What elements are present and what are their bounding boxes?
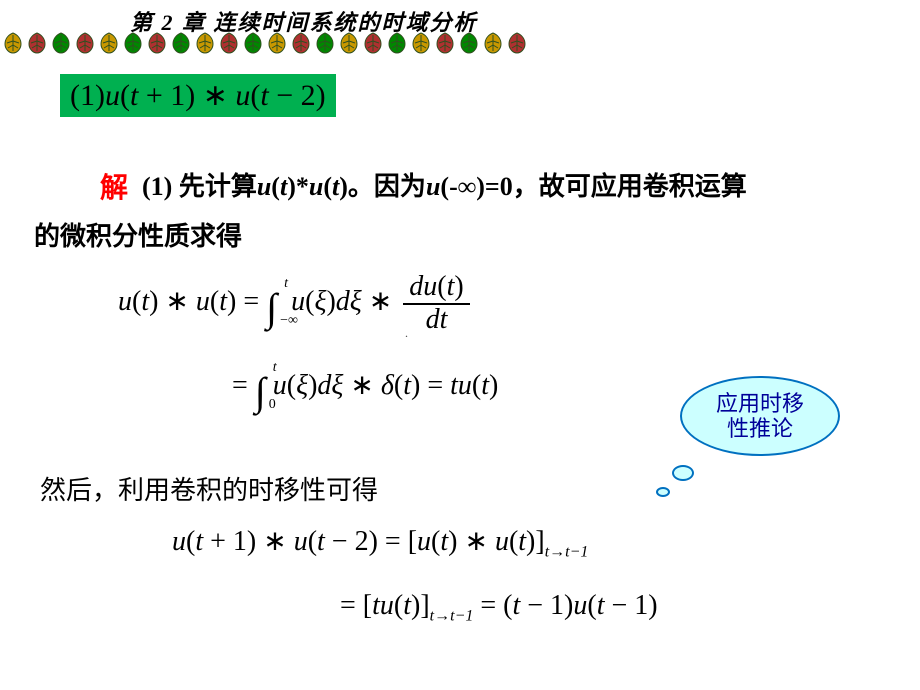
solution-text-line2: 的微积分性质求得 <box>34 216 242 253</box>
text-prefix: (1) 先计算 <box>142 172 257 201</box>
leaf-icon <box>264 31 290 55</box>
leaf-icon <box>312 31 338 55</box>
fraction: du(t) dt <box>403 272 469 336</box>
integral-upper: t <box>284 276 288 292</box>
solution-label: 解 <box>100 166 128 206</box>
bubble-text-line1: 应用时移 <box>716 391 804 416</box>
leaf-icon <box>360 31 386 55</box>
leaf-icon <box>288 31 314 55</box>
leaf-icon <box>336 31 362 55</box>
leaf-icon <box>48 31 74 55</box>
integral-upper-2: t <box>273 360 277 376</box>
thought-bubble-body: 应用时移 性推论 <box>680 376 840 456</box>
leaf-icon <box>0 31 26 55</box>
thought-bubble: 应用时移 性推论 <box>680 376 850 471</box>
slide-header: 第 2 章 连续时间系统的时域分析 <box>0 0 920 62</box>
bubble-text-line2: 性推论 <box>716 416 804 441</box>
integral-lower: −∞ <box>280 313 298 329</box>
equation-3: u(t + 1) ∗ u(t − 2) = [u(t) ∗ u(t)]t→t−1 <box>172 524 588 562</box>
equation-1: u(t) ∗ u(t) = ∫ t −∞ u(ξ)dξ ∗ du(t) dt <box>118 272 474 336</box>
leaf-border-decoration <box>0 28 600 58</box>
leaf-icon <box>408 31 434 55</box>
leaf-icon <box>456 31 482 55</box>
leaf-icon <box>216 31 242 55</box>
subscript-2: t→t−1 <box>430 608 474 625</box>
leaf-icon <box>240 31 266 55</box>
bubble-dot-2 <box>656 487 670 497</box>
leaf-icon <box>144 31 170 55</box>
bubble-dot-1 <box>672 465 694 481</box>
leaf-icon <box>480 31 506 55</box>
integral-symbol: ∫ t −∞ <box>266 280 277 327</box>
integral-lower-2: 0 <box>269 397 276 413</box>
leaf-icon <box>120 31 146 55</box>
solution-text-line1: (1) 先计算u(t)*u(t)。因为u(-∞)=0，故可应用卷积运算 <box>142 166 747 203</box>
then-text: 然后，利用卷积的时移性可得 <box>40 470 378 507</box>
page-marker-icon: . <box>405 326 408 341</box>
text-suffix: ，故可应用卷积运算 <box>513 172 747 201</box>
fraction-numerator: du(t) <box>403 272 469 305</box>
leaf-icon <box>168 31 194 55</box>
leaf-icon <box>24 31 50 55</box>
equation-4: = [tu(t)]t→t−1 = (t − 1)u(t − 1) <box>340 590 658 626</box>
leaf-icon <box>96 31 122 55</box>
problem-expression-box: (1)u(t + 1) ∗ u(t − 2) <box>60 74 336 117</box>
leaf-icon <box>504 31 530 55</box>
problem-math: u(t + 1) ∗ u(t − 2) <box>105 79 326 112</box>
equation-2: = ∫ t 0 u(ξ)dξ ∗ δ(t) = tu(t) <box>232 364 498 411</box>
subscript-1: t→t−1 <box>545 544 589 561</box>
integral-symbol-2: ∫ t 0 <box>255 364 266 411</box>
math-inline-2: u(-∞)=0 <box>426 172 513 201</box>
math-inline-1: u(t)*u(t) <box>257 172 348 201</box>
leaf-icon <box>384 31 410 55</box>
leaf-icon <box>432 31 458 55</box>
text-mid: 。因为 <box>348 172 426 201</box>
fraction-denominator: dt <box>403 305 469 336</box>
leaf-icon <box>192 31 218 55</box>
leaf-icon <box>72 31 98 55</box>
problem-number: (1) <box>70 79 105 112</box>
